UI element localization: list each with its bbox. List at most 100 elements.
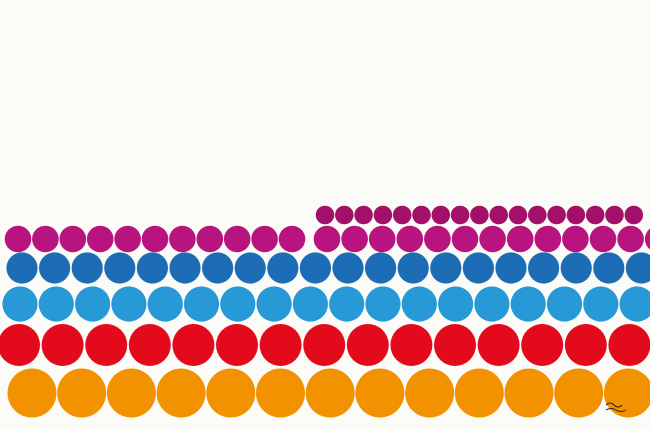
dot: [355, 368, 405, 418]
dot: [216, 324, 258, 366]
dot: [547, 205, 566, 225]
dot: [474, 286, 510, 322]
dot: [397, 252, 429, 284]
dot: [412, 205, 431, 225]
dot: [625, 252, 650, 284]
dot: [508, 205, 528, 225]
dot: [335, 205, 354, 225]
dot: [202, 252, 234, 284]
dot: [392, 205, 412, 225]
dot: [589, 225, 617, 253]
dot: [305, 368, 355, 418]
dot: [619, 286, 650, 322]
dot: [431, 205, 451, 225]
dot: [495, 252, 527, 284]
dot: [4, 225, 32, 253]
dot: [451, 225, 479, 253]
dot: [470, 205, 489, 225]
dot: [104, 252, 136, 284]
dot: [292, 286, 328, 322]
dot: [438, 286, 474, 322]
dot: [546, 286, 583, 322]
dot: [396, 225, 424, 253]
dot: [608, 324, 650, 366]
dot: [585, 205, 605, 225]
dot: [128, 324, 171, 366]
dot: [405, 368, 455, 418]
dot: [183, 286, 220, 322]
dot: [223, 225, 251, 253]
dot: [86, 225, 114, 253]
dot: [430, 252, 462, 284]
dot: [32, 225, 59, 253]
dot: [521, 324, 564, 366]
dot: [401, 286, 437, 322]
dot: [504, 368, 554, 418]
dot: [315, 205, 335, 225]
dot: [114, 225, 141, 253]
dot: [566, 205, 586, 225]
dot: [6, 252, 38, 284]
dot: [234, 252, 266, 284]
dot: [617, 225, 644, 253]
dot: [373, 205, 393, 225]
dot: [510, 286, 546, 322]
dot: [41, 324, 84, 366]
dot: [111, 286, 147, 322]
dot: [303, 324, 346, 366]
dot: [593, 252, 625, 284]
dot: [528, 252, 560, 284]
dot: [0, 324, 40, 366]
dot: [534, 225, 562, 253]
dot: [156, 368, 206, 418]
dot: [59, 225, 87, 253]
dot: [39, 252, 71, 284]
dot: [479, 225, 506, 253]
dot: [256, 286, 292, 322]
dot: [489, 205, 509, 225]
dot: [368, 225, 396, 253]
dot: [256, 368, 305, 418]
dot: [2, 286, 38, 322]
dot: [365, 286, 401, 322]
dot: [424, 225, 451, 253]
dot: [220, 286, 256, 322]
dot: [583, 286, 619, 322]
dot: [106, 368, 156, 418]
dot: [38, 286, 74, 322]
dot: [390, 324, 433, 366]
dot: [172, 324, 215, 366]
dot: [603, 368, 650, 418]
dot: [169, 225, 196, 253]
dot: [147, 286, 183, 322]
dot: [85, 324, 128, 366]
dot: [624, 205, 644, 225]
dot: [434, 324, 476, 366]
dot: [644, 228, 650, 250]
dot: [454, 368, 504, 418]
dot: [554, 368, 604, 418]
dot: [329, 286, 365, 322]
dot: [206, 368, 256, 418]
dot: [365, 252, 397, 284]
dot: [136, 252, 168, 284]
dot: [346, 324, 389, 366]
dot: [57, 368, 107, 418]
dot: [75, 286, 111, 322]
dot: [341, 225, 368, 253]
dot: [354, 205, 373, 225]
dot: [528, 205, 547, 225]
dot: [278, 225, 306, 253]
dot: [299, 252, 331, 284]
dot: [71, 252, 103, 284]
dot: [562, 225, 589, 253]
signature: [605, 402, 627, 412]
dot: [564, 324, 607, 366]
dot: [141, 225, 169, 253]
dot: [462, 252, 494, 284]
dot: [7, 368, 57, 418]
dot: [313, 225, 341, 253]
dot: [251, 225, 278, 253]
